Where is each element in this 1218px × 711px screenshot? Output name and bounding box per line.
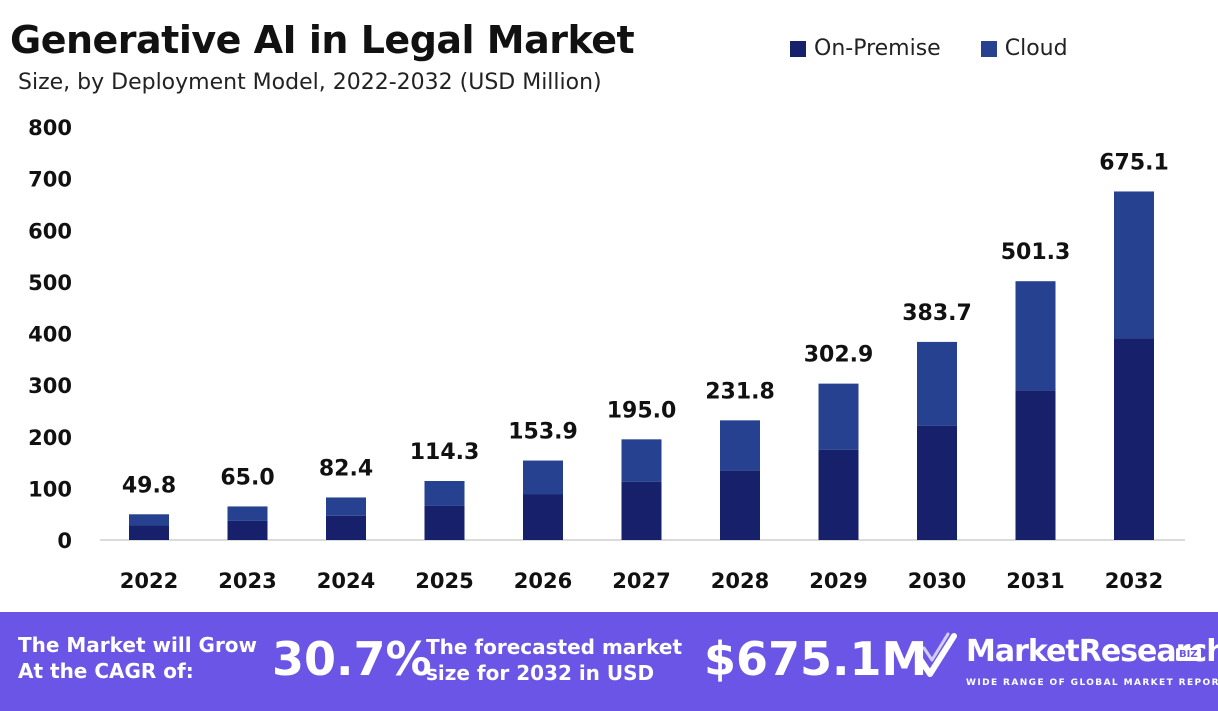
bar-cloud-2023 xyxy=(227,506,268,521)
bar-cloud-2028 xyxy=(720,420,760,471)
bar-on-premise-2031 xyxy=(1015,390,1056,540)
forecast-caption-line2: size for 2032 in USD xyxy=(426,661,655,685)
bar-on-premise-2022 xyxy=(129,525,169,540)
bar-total-label: 231.8 xyxy=(705,379,775,404)
x-tick-label: 2032 xyxy=(1105,569,1163,593)
x-tick-label: 2025 xyxy=(415,569,473,593)
y-tick-label: 400 xyxy=(28,323,72,347)
bar-cloud-2032 xyxy=(1114,191,1154,339)
legend-label-on-premise: On-Premise xyxy=(814,36,941,61)
x-tick-label: 2027 xyxy=(612,569,670,593)
x-tick-label: 2024 xyxy=(317,569,375,593)
bar-on-premise-2026 xyxy=(523,494,563,540)
bar-cloud-2026 xyxy=(523,460,563,495)
bar-total-label: 195.0 xyxy=(607,398,677,423)
bar-cloud-2024 xyxy=(326,497,366,516)
bar-on-premise-2030 xyxy=(917,425,957,540)
x-tick-label: 2026 xyxy=(514,569,572,593)
bar-total-label: 114.3 xyxy=(410,440,480,465)
bar-total-label: 49.8 xyxy=(122,473,176,498)
checkmark-logo-icon xyxy=(915,632,957,677)
forecast-value: $675.1M xyxy=(704,632,928,686)
y-tick-label: 100 xyxy=(28,477,72,501)
brand-tagline: WIDE RANGE OF GLOBAL MARKET REPORTS xyxy=(966,678,1218,688)
cagr-caption: The Market will Grow At the CAGR of: xyxy=(18,632,257,684)
bar-on-premise-2025 xyxy=(424,505,465,540)
bar-total-label: 501.3 xyxy=(1001,240,1071,265)
y-tick-label: 600 xyxy=(28,219,72,243)
x-tick-label: 2030 xyxy=(908,569,966,593)
x-tick-label: 2022 xyxy=(120,569,178,593)
legend-label-cloud: Cloud xyxy=(1004,36,1068,61)
bar-cloud-2029 xyxy=(818,383,859,450)
footer-banner: The Market will Grow At the CAGR of: 30.… xyxy=(0,612,1218,711)
bar-total-label: 383.7 xyxy=(902,301,972,326)
bar-on-premise-2032 xyxy=(1114,338,1154,540)
x-tick-label: 2023 xyxy=(218,569,276,593)
bar-cloud-2027 xyxy=(621,439,662,482)
x-tick-label: 2029 xyxy=(809,569,867,593)
bar-cloud-2030 xyxy=(917,341,957,426)
bar-on-premise-2023 xyxy=(227,520,268,540)
forecast-caption: The forecasted market size for 2032 in U… xyxy=(426,634,682,686)
forecast-caption-line1: The forecasted market xyxy=(426,635,683,659)
bar-cloud-2025 xyxy=(424,480,465,506)
bar-total-label: 153.9 xyxy=(508,420,578,445)
bar-on-premise-2028 xyxy=(720,470,760,540)
legend-swatch-cloud xyxy=(980,40,997,57)
cagr-value: 30.7% xyxy=(272,632,432,686)
chart-title: Generative AI in Legal Market xyxy=(10,18,635,62)
y-tick-label: 300 xyxy=(28,374,72,398)
bar-total-label: 675.1 xyxy=(1099,150,1169,175)
y-tick-label: 500 xyxy=(28,271,72,295)
y-tick-label: 800 xyxy=(28,116,72,140)
brand-badge: BIZ xyxy=(1176,648,1201,661)
legend: On-Premise Cloud xyxy=(790,36,1068,61)
bar-on-premise-2024 xyxy=(326,515,366,540)
chart-subtitle: Size, by Deployment Model, 2022-2032 (US… xyxy=(18,70,602,95)
y-tick-label: 200 xyxy=(28,426,72,450)
bar-total-label: 82.4 xyxy=(319,456,373,481)
bar-cloud-2022 xyxy=(129,514,169,526)
bar-chart: 0 100 200 300 400 500 600 700 800 49.8 2022 65.0 202… xyxy=(28,116,1185,593)
cagr-caption-line1: The Market will Grow xyxy=(18,633,258,657)
y-tick-label: 0 xyxy=(57,529,72,553)
y-tick-label: 700 xyxy=(28,168,72,192)
bar-cloud-2031 xyxy=(1015,281,1056,391)
x-tick-label: 2028 xyxy=(711,569,769,593)
legend-item-cloud: Cloud xyxy=(980,36,1068,61)
bar-on-premise-2027 xyxy=(621,481,662,540)
legend-item-on-premise: On-Premise xyxy=(790,36,941,61)
x-tick-label: 2031 xyxy=(1006,569,1064,593)
bar-total-label: 302.9 xyxy=(804,343,874,368)
bar-on-premise-2029 xyxy=(818,449,859,540)
cagr-caption-line2: At the CAGR of: xyxy=(18,659,194,683)
bar-total-label: 65.0 xyxy=(220,465,274,490)
legend-swatch-on-premise xyxy=(790,40,806,57)
